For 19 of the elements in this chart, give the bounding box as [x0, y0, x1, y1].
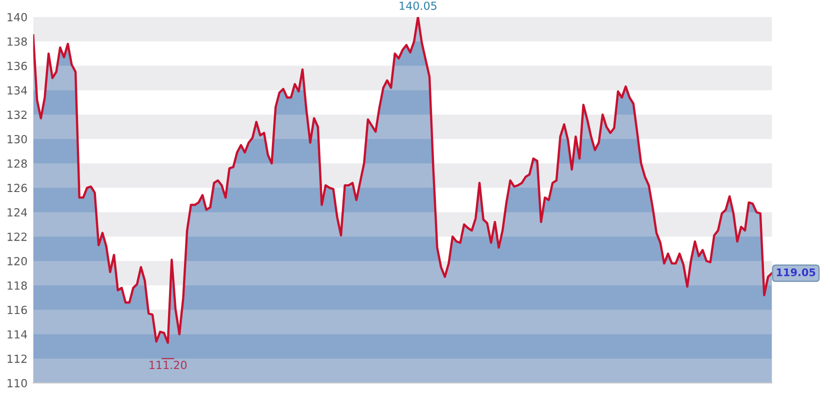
y-tick-label: 120 — [8, 256, 27, 266]
y-tick-label: 132 — [8, 110, 27, 119]
y-tick-label: 128 — [8, 159, 27, 168]
y-tick-label: 140 — [8, 12, 27, 22]
y-tick-label: 112 — [8, 354, 27, 363]
y-tick-label: 118 — [8, 281, 27, 290]
y-tick-label: 124 — [8, 208, 28, 216]
annotation: 111.20 — [150, 360, 187, 370]
y-tick-label: 138 — [8, 37, 27, 46]
y-tick-label: 130 — [8, 134, 27, 144]
y-tick-label: 126 — [8, 184, 27, 192]
y-tick-label: 110 — [8, 378, 27, 388]
y-tick-label: 122 — [8, 232, 27, 241]
y-tick-label: 114 — [8, 330, 28, 338]
y-tick-label: 134 — [8, 86, 28, 95]
text: 119.05 — [776, 268, 816, 276]
y-tick-label: 136 — [8, 62, 27, 70]
annotation: 140.05 — [400, 2, 436, 10]
y-tick-label: 116 — [8, 306, 27, 314]
